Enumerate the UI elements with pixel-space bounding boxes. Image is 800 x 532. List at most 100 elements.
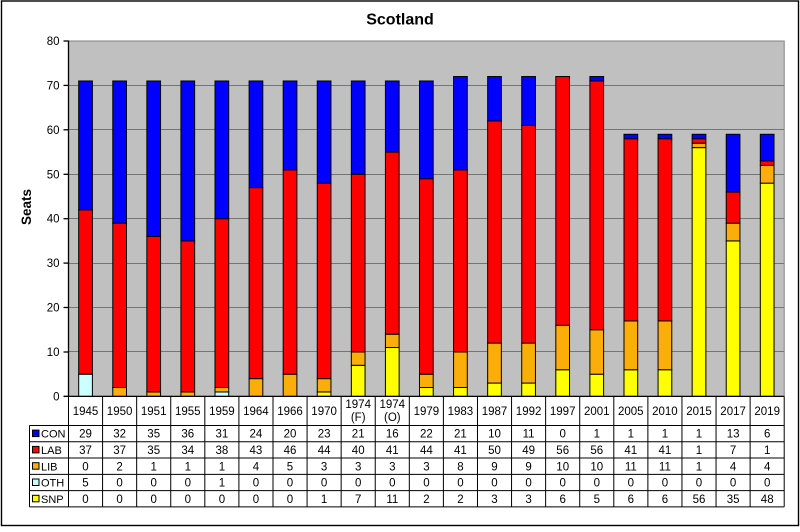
- svg-text:2005: 2005: [618, 406, 644, 418]
- svg-text:1951: 1951: [141, 406, 167, 418]
- svg-text:1966: 1966: [277, 406, 303, 418]
- svg-text:0: 0: [287, 478, 293, 490]
- svg-text:Seats: Seats: [19, 189, 34, 225]
- svg-text:40: 40: [47, 214, 60, 226]
- svg-text:1: 1: [185, 461, 191, 473]
- svg-text:1992: 1992: [516, 406, 542, 418]
- svg-text:0: 0: [53, 391, 59, 403]
- svg-text:4: 4: [764, 461, 771, 473]
- svg-text:1959: 1959: [209, 406, 235, 418]
- svg-text:5: 5: [594, 494, 600, 506]
- svg-text:5: 5: [82, 478, 88, 490]
- svg-text:1974: 1974: [345, 399, 371, 411]
- svg-text:1: 1: [696, 461, 702, 473]
- svg-text:1: 1: [662, 429, 668, 441]
- svg-text:41: 41: [454, 445, 467, 457]
- svg-text:44: 44: [318, 445, 331, 457]
- svg-text:35: 35: [147, 429, 160, 441]
- svg-text:3: 3: [491, 494, 497, 506]
- svg-text:0: 0: [457, 478, 463, 490]
- svg-text:1955: 1955: [175, 406, 201, 418]
- svg-text:38: 38: [216, 445, 229, 457]
- svg-text:2001: 2001: [584, 406, 610, 418]
- svg-text:8: 8: [457, 461, 463, 473]
- svg-text:0: 0: [116, 494, 122, 506]
- svg-text:44: 44: [420, 445, 433, 457]
- svg-text:35: 35: [727, 494, 740, 506]
- svg-text:7: 7: [730, 445, 736, 457]
- svg-text:0: 0: [525, 478, 531, 490]
- svg-text:3: 3: [321, 461, 327, 473]
- svg-text:11: 11: [625, 461, 637, 473]
- svg-text:1970: 1970: [311, 406, 337, 418]
- svg-text:0: 0: [185, 478, 191, 490]
- svg-text:30: 30: [47, 258, 60, 270]
- svg-text:4: 4: [253, 461, 260, 473]
- svg-text:0: 0: [321, 478, 327, 490]
- svg-text:SNP: SNP: [41, 494, 64, 506]
- svg-text:1983: 1983: [448, 406, 474, 418]
- svg-text:Scotland: Scotland: [366, 12, 434, 29]
- svg-text:0: 0: [662, 478, 668, 490]
- svg-text:40: 40: [352, 445, 365, 457]
- svg-text:0: 0: [82, 494, 88, 506]
- svg-text:6: 6: [764, 429, 770, 441]
- svg-text:0: 0: [730, 478, 736, 490]
- svg-text:6: 6: [628, 494, 634, 506]
- svg-text:11: 11: [659, 461, 671, 473]
- svg-text:60: 60: [47, 125, 60, 137]
- svg-text:1997: 1997: [550, 406, 576, 418]
- svg-text:CON: CON: [41, 429, 66, 441]
- svg-text:2010: 2010: [652, 406, 678, 418]
- svg-text:(O): (O): [384, 412, 401, 424]
- svg-text:10: 10: [556, 461, 569, 473]
- svg-text:37: 37: [79, 445, 92, 457]
- svg-text:41: 41: [386, 445, 399, 457]
- svg-text:2019: 2019: [754, 406, 780, 418]
- svg-text:50: 50: [488, 445, 501, 457]
- svg-text:3: 3: [389, 461, 395, 473]
- svg-text:2: 2: [116, 461, 122, 473]
- svg-text:10: 10: [47, 347, 60, 359]
- svg-text:50: 50: [47, 169, 60, 181]
- svg-text:0: 0: [116, 478, 122, 490]
- svg-text:0: 0: [185, 494, 191, 506]
- svg-text:6: 6: [662, 494, 668, 506]
- svg-text:1950: 1950: [107, 406, 133, 418]
- svg-text:11: 11: [523, 429, 535, 441]
- svg-text:16: 16: [386, 429, 399, 441]
- svg-text:0: 0: [355, 478, 361, 490]
- svg-text:9: 9: [525, 461, 531, 473]
- svg-text:11: 11: [386, 494, 398, 506]
- svg-text:80: 80: [47, 36, 60, 48]
- svg-text:1: 1: [628, 429, 634, 441]
- svg-text:5: 5: [287, 461, 293, 473]
- svg-text:1: 1: [219, 478, 225, 490]
- svg-text:1979: 1979: [414, 406, 440, 418]
- svg-text:1: 1: [150, 461, 156, 473]
- svg-text:20: 20: [284, 429, 297, 441]
- svg-text:48: 48: [761, 494, 774, 506]
- svg-text:1987: 1987: [482, 406, 508, 418]
- svg-text:29: 29: [79, 429, 92, 441]
- svg-text:23: 23: [318, 429, 331, 441]
- svg-text:OTH: OTH: [41, 478, 64, 490]
- svg-text:31: 31: [216, 429, 229, 441]
- svg-text:41: 41: [659, 445, 672, 457]
- svg-text:37: 37: [113, 445, 126, 457]
- svg-text:(F): (F): [351, 412, 366, 424]
- svg-text:9: 9: [491, 461, 497, 473]
- svg-text:1945: 1945: [73, 406, 99, 418]
- svg-text:0: 0: [423, 478, 429, 490]
- svg-text:3: 3: [355, 461, 361, 473]
- svg-text:1974: 1974: [380, 399, 406, 411]
- svg-text:2017: 2017: [720, 406, 746, 418]
- svg-text:0: 0: [253, 494, 259, 506]
- svg-text:0: 0: [764, 478, 770, 490]
- svg-text:49: 49: [522, 445, 535, 457]
- svg-text:3: 3: [525, 494, 531, 506]
- svg-text:1: 1: [321, 494, 327, 506]
- svg-text:46: 46: [284, 445, 297, 457]
- svg-text:0: 0: [559, 429, 565, 441]
- svg-text:20: 20: [47, 303, 60, 315]
